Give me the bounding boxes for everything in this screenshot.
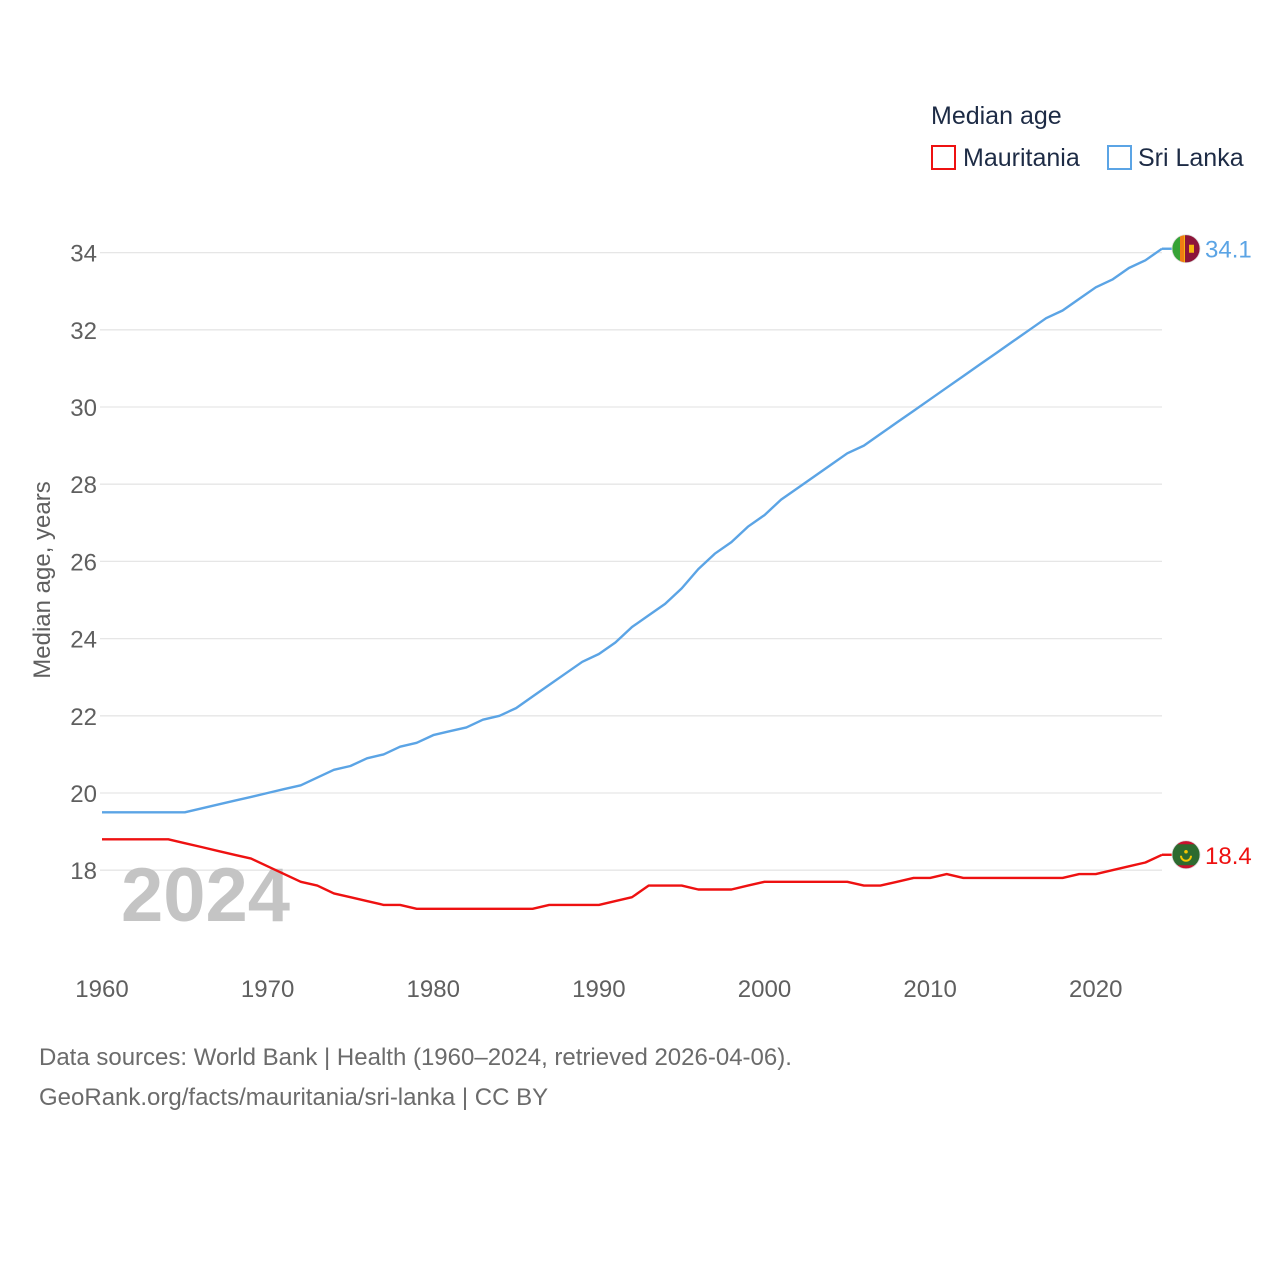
gridlines [100, 251, 1162, 871]
y-tick-label: 20 [70, 781, 97, 808]
y-tick-label: 28 [70, 472, 97, 499]
series-line-sri-lanka[interactable] [102, 247, 1163, 814]
legend-title: Median age [931, 102, 1062, 130]
legend-swatch-sri-lanka [1107, 145, 1132, 170]
legend-swatch-mauritania [931, 145, 956, 170]
y-axis-label: Median age, years [29, 481, 56, 678]
y-tick-label: 32 [70, 318, 97, 345]
legend-label-sri-lanka: Sri Lanka [1138, 144, 1244, 172]
legend-item-sri-lanka[interactable]: Sri Lanka [1107, 144, 1244, 172]
y-tick-label: 24 [70, 627, 97, 654]
series-line-mauritania[interactable] [102, 838, 1163, 910]
y-tick-label: 34 [70, 241, 97, 268]
y-tick-label: 26 [70, 549, 97, 576]
x-tick-label: 2000 [738, 976, 791, 1003]
mauritania-flag-icon [1171, 840, 1201, 870]
legend[interactable]: Median age Mauritania Sri Lanka [931, 102, 1244, 172]
x-tick-label: 1970 [241, 976, 294, 1003]
y-tick-label: 30 [70, 395, 97, 422]
x-tick-label: 1980 [407, 976, 460, 1003]
y-tick-label: 22 [70, 704, 97, 731]
x-tick-label: 2020 [1069, 976, 1122, 1003]
end-value-label-sri-lanka: 34.1 [1205, 237, 1252, 264]
year-watermark: 2024 [121, 853, 290, 938]
series-end-markers: 18.4 34.1 [1162, 234, 1252, 870]
x-tick-label: 1960 [75, 976, 128, 1003]
x-axis-ticks: 1960 1970 1980 1990 2000 2010 2020 [75, 976, 1122, 1003]
sri-lanka-flag-icon [1171, 234, 1201, 264]
y-tick-label: 18 [70, 858, 97, 885]
x-tick-label: 2010 [903, 976, 956, 1003]
legend-item-mauritania[interactable]: Mauritania [931, 144, 1080, 172]
source-line: Data sources: World Bank | Health (1960–… [39, 1044, 792, 1071]
attribution-link[interactable]: GeoRank.org/facts/mauritania/sri-lanka |… [39, 1084, 549, 1111]
median-age-chart: 18 20 22 24 26 28 30 32 34 1960 1970 1980 1990 2000 2… [29, 102, 1252, 1003]
end-value-label-mauritania: 18.4 [1205, 843, 1252, 870]
x-tick-label: 1990 [572, 976, 625, 1003]
y-axis-ticks: 18 20 22 24 26 28 30 32 34 [70, 241, 97, 886]
series-lines [102, 247, 1163, 910]
legend-label-mauritania: Mauritania [963, 144, 1080, 172]
